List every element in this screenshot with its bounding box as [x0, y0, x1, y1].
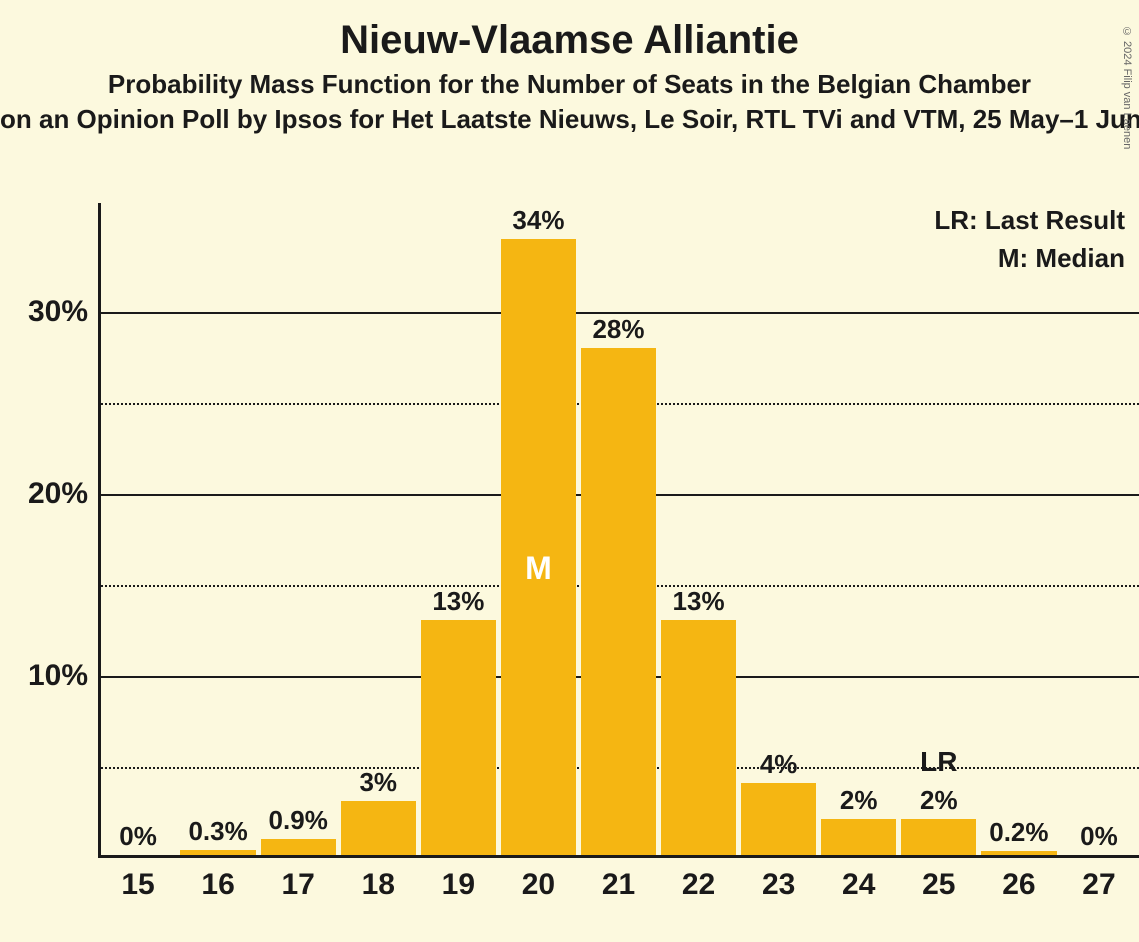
bar	[341, 801, 416, 855]
y-tick-label: 10%	[28, 659, 88, 693]
x-axis	[98, 855, 1139, 858]
legend-lr: LR: Last Result	[934, 205, 1125, 236]
x-tick-label: 18	[362, 868, 395, 902]
bar-label: 13%	[673, 586, 725, 617]
bar-label: 2%	[840, 785, 878, 816]
chart-title: Nieuw-Vlaamse Alliantie	[0, 18, 1139, 63]
bar-label: 34%	[512, 205, 564, 236]
lr-marker: LR	[920, 746, 957, 778]
x-tick-label: 21	[602, 868, 635, 902]
x-tick-label: 19	[442, 868, 475, 902]
bar-label: 13%	[432, 586, 484, 617]
bar-label: 0%	[119, 821, 157, 852]
credit-text: © 2024 Filip van Laenen	[1121, 26, 1133, 149]
x-tick-label: 20	[522, 868, 555, 902]
bar	[741, 783, 816, 855]
x-tick-label: 16	[201, 868, 234, 902]
bar-label: 4%	[760, 749, 798, 780]
bar-label: 0.3%	[188, 816, 247, 847]
bar	[661, 620, 736, 855]
bar	[581, 348, 656, 855]
y-tick-label: 20%	[28, 477, 88, 511]
x-tick-label: 17	[282, 868, 315, 902]
x-tick-label: 15	[121, 868, 154, 902]
bar-label: 3%	[359, 767, 397, 798]
x-tick-label: 24	[842, 868, 875, 902]
bar	[501, 239, 576, 855]
bar-label: 0.9%	[269, 805, 328, 836]
bar	[421, 620, 496, 855]
y-tick-label: 30%	[28, 295, 88, 329]
bar-label: 2%	[920, 785, 958, 816]
plot-area: 0% 0.3% 0.9% 3% 13% 34% M 28% 13% 4% 2% 2% LR 0.2% 0%	[98, 203, 1139, 858]
x-tick-label: 25	[922, 868, 955, 902]
bar	[180, 850, 255, 855]
x-tick-label: 22	[682, 868, 715, 902]
median-marker: M	[525, 550, 552, 587]
chart-subtitle: Probability Mass Function for the Number…	[0, 69, 1139, 100]
bar	[821, 819, 896, 855]
bar-label: 0%	[1080, 821, 1118, 852]
legend-m: M: Median	[998, 243, 1125, 274]
bar	[981, 851, 1056, 855]
bar	[901, 819, 976, 855]
y-axis	[98, 203, 101, 858]
x-tick-label: 26	[1002, 868, 1035, 902]
bar-label: 0.2%	[989, 817, 1048, 848]
x-tick-label: 23	[762, 868, 795, 902]
bar-label: 28%	[592, 314, 644, 345]
x-tick-label: 27	[1082, 868, 1115, 902]
chart-subtitle-2: on an Opinion Poll by Ipsos for Het Laat…	[0, 104, 1139, 135]
bar	[261, 839, 336, 855]
